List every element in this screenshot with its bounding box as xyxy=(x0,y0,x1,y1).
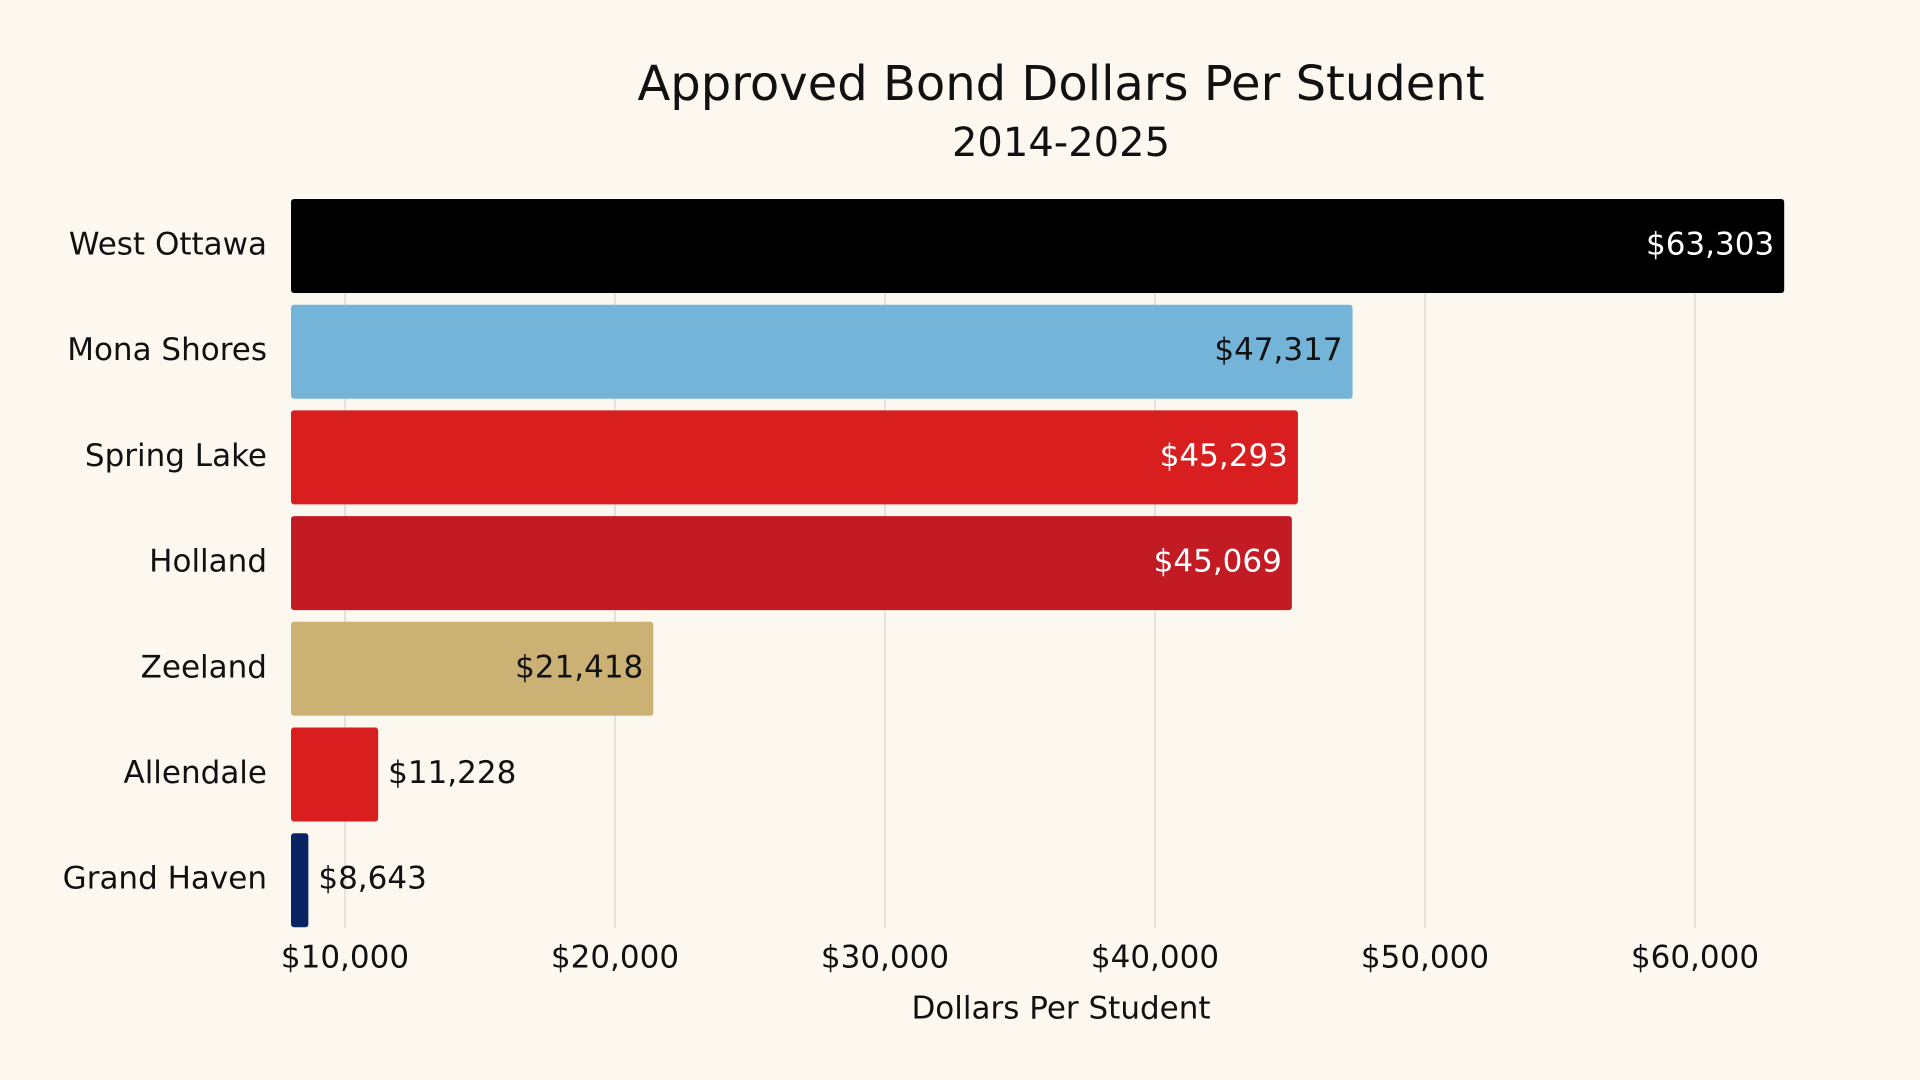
bars: West Ottawa $63,303 Mona Shores $47,317 Spri… xyxy=(63,199,1785,928)
y-tick-label: Spring Lake xyxy=(85,438,267,474)
x-tick-label: $40,000 xyxy=(1091,940,1219,976)
y-tick-label: Holland xyxy=(149,544,267,580)
chart-title: Approved Bond Dollars Per Student xyxy=(637,56,1484,112)
bar xyxy=(291,516,1292,611)
bar xyxy=(291,410,1298,505)
value-label: $63,303 xyxy=(1646,227,1774,263)
x-tick-label: $30,000 xyxy=(821,940,949,976)
bar xyxy=(291,833,309,928)
y-tick-label: Mona Shores xyxy=(67,332,267,368)
value-label: $45,069 xyxy=(1154,544,1282,580)
bar xyxy=(291,304,1353,399)
value-label: $8,643 xyxy=(318,861,426,897)
y-tick-label: Allendale xyxy=(123,755,267,791)
x-axis-label: Dollars Per Student xyxy=(911,991,1210,1027)
value-label: $21,418 xyxy=(515,649,643,685)
x-tick-label: $50,000 xyxy=(1361,940,1489,976)
value-label: $47,317 xyxy=(1214,332,1342,368)
x-tick-label: $10,000 xyxy=(281,940,409,976)
y-tick-label: Zeeland xyxy=(141,649,267,685)
bar xyxy=(291,727,379,822)
bar xyxy=(291,199,1785,293)
y-tick-label: Grand Haven xyxy=(63,861,267,897)
value-label: $45,293 xyxy=(1160,438,1288,474)
chart-subtitle: 2014-2025 xyxy=(952,120,1170,166)
value-label: $11,228 xyxy=(388,755,516,791)
y-tick-label: West Ottawa xyxy=(69,227,267,263)
x-tick-label: $20,000 xyxy=(551,940,679,976)
x-tick-label: $60,000 xyxy=(1631,940,1759,976)
bar xyxy=(291,621,654,716)
